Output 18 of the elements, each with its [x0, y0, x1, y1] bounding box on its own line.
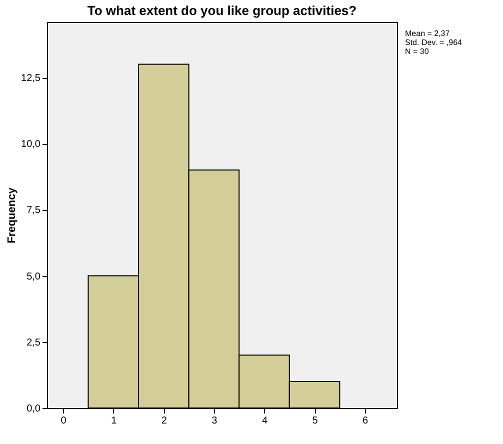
x-tick-label: 4 [262, 416, 268, 426]
x-tick-label: 2 [161, 416, 168, 426]
y-tick-label: 12,5 [21, 73, 41, 84]
text: Mean = 2,37 [405, 29, 450, 38]
text: Std. Dev. = ,964 [405, 38, 463, 47]
y-tick-label: 0,0 [26, 404, 41, 414]
y-tick-label: 2,5 [26, 337, 41, 348]
y-axis-title: Frequency [6, 186, 18, 244]
y-tick-label: 7,5 [26, 205, 41, 216]
x-tick-label: 6 [362, 416, 369, 426]
chart-title: To what extent do you like group activities? [87, 3, 357, 18]
y-tick-label: 5,0 [26, 271, 41, 282]
x-tick-label: 5 [312, 416, 318, 426]
x-tick-label: 1 [111, 416, 118, 426]
x-tick-label: 0 [60, 416, 67, 426]
y-tick-label: 10,0 [21, 139, 41, 150]
x-tick-label: 3 [212, 416, 218, 426]
text: N = 30 [405, 47, 430, 56]
